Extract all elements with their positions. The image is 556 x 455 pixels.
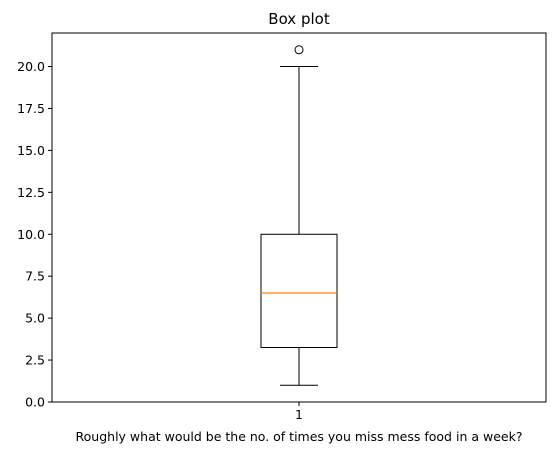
y-tick-label: 7.5 xyxy=(25,269,45,284)
y-tick-label: 10.0 xyxy=(17,227,45,242)
plot-area: 0.0 2.5 5.0 7.5 10.0 12.5 15.0 17.5 20.0 1 xyxy=(17,32,547,422)
y-tick-label: 17.5 xyxy=(17,101,45,116)
x-axis-label: Roughly what would be the no. of times y… xyxy=(76,429,523,444)
y-tick-label: 0.0 xyxy=(25,395,45,410)
x-tick-label: 1 xyxy=(295,407,303,422)
outlier-point xyxy=(294,45,304,55)
chart-title: Box plot xyxy=(268,10,330,28)
y-tick-label: 15.0 xyxy=(17,143,45,158)
plot-frame xyxy=(51,32,547,403)
y-tick-label: 2.5 xyxy=(25,353,45,368)
y-tick-label: 12.5 xyxy=(17,185,45,200)
y-tick-label: 5.0 xyxy=(25,311,45,326)
y-tick-label: 20.0 xyxy=(17,59,45,74)
iqr-box xyxy=(260,233,338,348)
